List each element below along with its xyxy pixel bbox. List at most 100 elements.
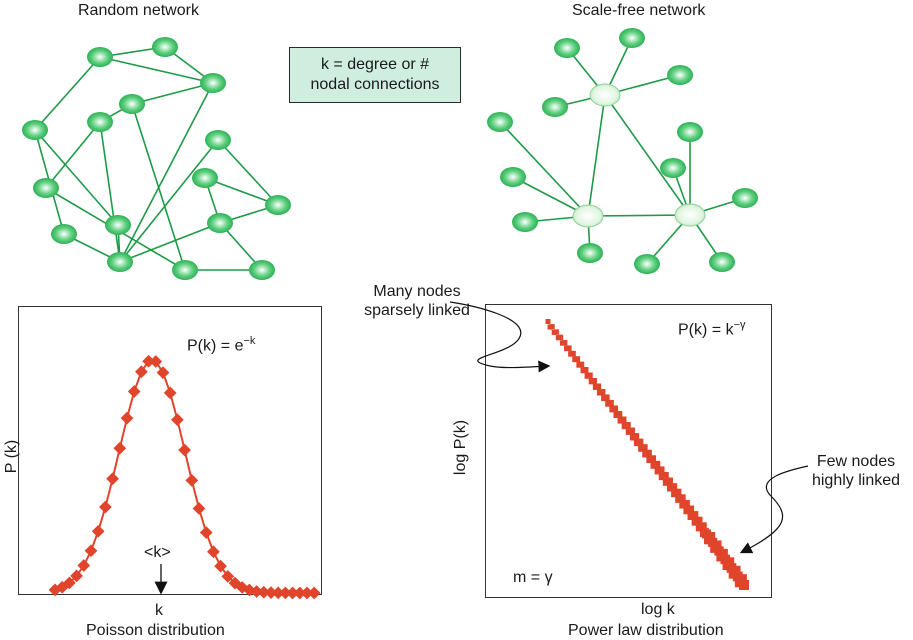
- network-node: [554, 38, 580, 58]
- poisson-point: [91, 524, 105, 538]
- sparse-annotation-arrow: [449, 301, 551, 373]
- definition-line-2: nodal connections: [310, 76, 440, 93]
- power-point: [549, 324, 555, 330]
- poisson-point: [185, 474, 199, 487]
- poisson-point: [113, 441, 127, 455]
- network-edge: [131, 82, 214, 105]
- poisson-point: [77, 559, 91, 572]
- poisson-point: [99, 500, 112, 514]
- network-node: [152, 37, 178, 57]
- hubs-annotation-arrow: [739, 465, 809, 554]
- network-edge: [99, 121, 121, 263]
- power-point: [739, 580, 749, 590]
- network-node: [619, 28, 645, 48]
- power-point: [677, 494, 686, 503]
- power-point: [673, 488, 682, 498]
- network-edge: [604, 94, 691, 216]
- power-point: [594, 383, 602, 390]
- hubs-annotation-line-1: Few nodes: [816, 453, 896, 470]
- poisson-point: [135, 365, 148, 379]
- network-node: [87, 47, 113, 67]
- power-point: [644, 449, 652, 458]
- network-edge: [119, 82, 214, 263]
- power-formula-base: P(k) = k: [678, 321, 734, 339]
- power-point: [615, 410, 623, 418]
- network-node: [200, 73, 226, 93]
- network-edge: [45, 121, 101, 189]
- network-node: [542, 97, 568, 117]
- poisson-point: [171, 413, 184, 427]
- poisson-point: [199, 526, 213, 539]
- poisson-point: [120, 411, 134, 425]
- power-point: [736, 574, 747, 585]
- power-point: [712, 540, 722, 550]
- network-node: [487, 112, 513, 132]
- definition-box: k = degree or # nodal connections: [289, 47, 461, 103]
- network-edge: [587, 94, 606, 217]
- power-point: [648, 455, 657, 463]
- hubs-annotation-line-2: highly linked: [811, 472, 901, 489]
- power-point: [685, 505, 695, 515]
- poisson-point: [156, 366, 170, 379]
- power-point: [574, 356, 581, 362]
- poisson-point: [127, 385, 141, 398]
- power-point: [623, 422, 631, 430]
- network-edge: [119, 222, 221, 263]
- power-point: [603, 394, 610, 401]
- network-node: [660, 158, 686, 178]
- power-point: [652, 460, 661, 469]
- power-plot-frame: [485, 304, 772, 598]
- power-point: [570, 350, 576, 357]
- slope-note: m = γ: [513, 569, 553, 586]
- network-hub-node: [589, 83, 621, 107]
- power-point: [669, 483, 678, 492]
- power-point: [697, 522, 707, 532]
- power-point: [566, 345, 572, 351]
- poisson-formula: P(k) = e−k: [187, 332, 255, 355]
- poisson-point: [307, 586, 321, 600]
- network-edge: [499, 121, 589, 217]
- network-node: [500, 167, 526, 187]
- network-edge: [119, 139, 219, 263]
- network-node: [634, 254, 660, 274]
- power-point: [631, 433, 640, 441]
- network-hub-node: [572, 204, 604, 228]
- network-edge: [587, 214, 691, 217]
- sparse-annotation-line-2: sparsely linked: [364, 302, 470, 319]
- power-point: [619, 416, 627, 424]
- network-node: [577, 243, 603, 263]
- definition-line-1: k = degree or #: [320, 56, 430, 73]
- power-formula: P(k) = k−γ: [678, 316, 746, 339]
- power-point: [706, 532, 716, 542]
- poisson-plot-frame: [18, 306, 322, 595]
- poisson-points: [48, 354, 321, 600]
- network-hub-node: [674, 203, 706, 227]
- power-point: [561, 340, 568, 346]
- mean-degree-label: <k>: [144, 544, 171, 561]
- power-point: [557, 334, 564, 340]
- network-node: [107, 252, 133, 272]
- network-node: [709, 252, 735, 272]
- network-edge: [34, 56, 101, 131]
- power-point: [611, 405, 619, 413]
- network-node: [205, 130, 231, 150]
- hubs-annotation: Few nodes highly linked: [800, 452, 912, 490]
- scale-free-network: [487, 28, 758, 274]
- poisson-point: [163, 386, 177, 400]
- network-edge: [217, 139, 279, 206]
- network-node: [677, 122, 703, 142]
- power-point: [590, 377, 597, 385]
- power-point: [660, 471, 669, 480]
- power-point: [627, 427, 635, 435]
- power-xlabel: log k: [641, 601, 675, 618]
- power-point: [636, 438, 644, 446]
- network-node: [192, 168, 218, 188]
- power-point: [640, 444, 648, 452]
- network-node: [33, 178, 59, 198]
- power-points: [545, 319, 749, 590]
- network-node: [22, 120, 48, 140]
- network-node: [87, 112, 113, 132]
- power-point: [718, 548, 728, 559]
- power-point: [607, 399, 614, 407]
